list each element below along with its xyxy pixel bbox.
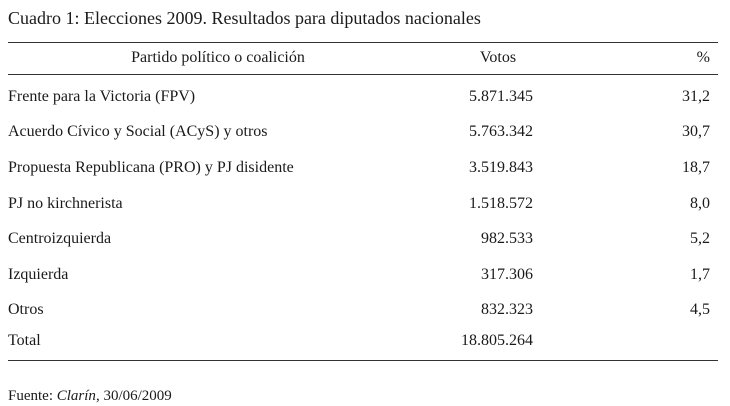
column-header: Partido político o coalición	[131, 49, 305, 66]
top-rule	[8, 42, 718, 43]
cell: 18,7	[682, 159, 710, 176]
row-label: PJ no kirchnerista	[8, 195, 123, 212]
cell: 30,7	[682, 123, 710, 140]
source-date: , 30/06/2009	[95, 388, 172, 404]
cell: 5,2	[690, 230, 710, 247]
bottom-rule	[8, 360, 718, 361]
source-note: Fuente: Clarín, 30/06/2009	[8, 386, 172, 406]
cell: 832.323	[481, 301, 533, 318]
row-label: Total	[8, 332, 41, 349]
row-label: Izquierda	[8, 266, 69, 283]
source-prefix: Fuente:	[8, 388, 53, 404]
cell: 31,2	[682, 88, 710, 105]
table-title: Cuadro 1: Elecciones 2009. Resultados pa…	[8, 8, 481, 28]
cell: 1.518.572	[469, 195, 533, 212]
row-label: Propuesta Republicana (PRO) y PJ disiden…	[8, 159, 294, 176]
row-label: Otros	[8, 301, 44, 318]
row-label: Centroizquierda	[8, 230, 112, 247]
cell: 1,7	[690, 266, 710, 283]
cell: 5.871.345	[469, 88, 533, 105]
cell: 5.763.342	[469, 123, 533, 140]
row-label: Frente para la Victoria (FPV)	[8, 88, 196, 105]
cell: 317.306	[481, 266, 533, 283]
column-header: Votos	[479, 49, 517, 66]
cell: 8,0	[690, 195, 710, 212]
cell: 3.519.843	[469, 159, 533, 176]
cell: 982.533	[481, 230, 533, 247]
column-header: %	[696, 49, 710, 66]
source-publication: Clarín	[56, 388, 96, 404]
cell: 4,5	[690, 301, 710, 318]
cell: 18.805.264	[461, 332, 533, 349]
row-label: Acuerdo Cívico y Social (ACyS) y otros	[8, 123, 268, 140]
header-rule	[8, 74, 718, 75]
